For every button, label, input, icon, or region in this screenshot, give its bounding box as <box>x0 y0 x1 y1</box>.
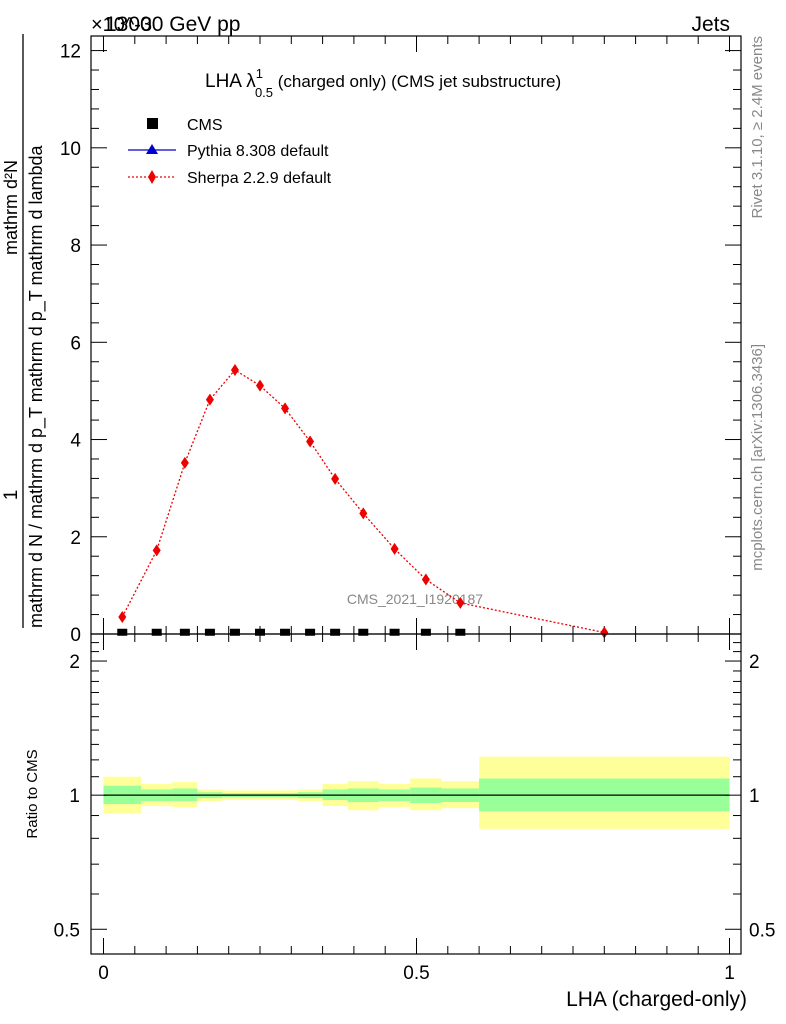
y-axis-label-numerator: 1 <box>1 490 22 501</box>
sherpa-point <box>230 364 239 377</box>
main-y-tick-label: 10 <box>60 139 81 160</box>
ratio-y-tick-label-right: 2 <box>749 652 760 673</box>
main-y-tick-label: 0 <box>70 625 81 646</box>
main-y-tick-label: 4 <box>70 431 81 452</box>
ratio-y-tick-label-right: 0.5 <box>749 920 775 941</box>
sherpa-point <box>359 507 368 520</box>
side-text-top: Rivet 3.1.10, ≥ 2.4M events <box>749 36 766 219</box>
header-left: 13000 GeV pp <box>105 13 240 36</box>
ratio-y-axis-label: Ratio to CMS <box>24 749 41 838</box>
sherpa-point <box>118 610 127 623</box>
main-y-tick-label: 12 <box>60 42 81 63</box>
cms-point <box>229 628 240 636</box>
cms-point <box>305 628 316 636</box>
sherpa-series-line <box>121 369 605 634</box>
ratio-y-tick-label: 2 <box>69 652 80 673</box>
sherpa-point <box>306 435 315 448</box>
y-scale-exponent: ×10^-3 <box>91 14 152 36</box>
chart-title: LHA λ1 0.5 (charged only) (CMS jet substr… <box>205 66 561 100</box>
cms-point <box>420 628 431 636</box>
sherpa-point <box>331 472 340 485</box>
cms-point <box>117 628 128 636</box>
legend-label-sherpa: Sherpa 2.2.9 default <box>187 170 332 187</box>
main-data-layer <box>117 364 609 639</box>
x-tick-labels: 0 0.5 1 <box>98 963 735 984</box>
main-y-tick-labels: 0 2 4 6 8 10 12 <box>60 42 82 646</box>
main-y-tick-label: 2 <box>70 528 81 549</box>
sherpa-point <box>205 393 214 406</box>
cms-point <box>204 628 215 636</box>
x-tick-label: 1 <box>724 963 735 984</box>
cms-point <box>389 628 400 636</box>
x-axis-label: LHA (charged-only) <box>566 988 747 1011</box>
sherpa-point <box>390 542 399 555</box>
analysis-watermark: CMS_2021_I1920187 <box>347 591 483 607</box>
y-axis-label-main: 1 mathrm d N / mathrm d p_T mathrm d p_T… <box>1 34 47 628</box>
legend-label-pythia: Pythia 8.308 default <box>187 143 329 160</box>
cms-point <box>280 628 291 636</box>
x-tick-label: 0.5 <box>403 963 429 984</box>
ratio-axis-ticks <box>91 634 741 954</box>
ratio-uncertainty-bands <box>103 756 730 829</box>
y-axis-label-top: mathrm d²N <box>1 160 21 255</box>
legend-label-cms: CMS <box>187 117 223 134</box>
cms-point <box>455 628 466 636</box>
sherpa-point <box>256 379 264 392</box>
cms-point <box>330 628 341 636</box>
legend-marker-pythia <box>146 144 158 154</box>
main-y-tick-label: 8 <box>70 236 81 257</box>
legend-marker-sherpa <box>148 170 156 184</box>
header-right: Jets <box>691 13 730 36</box>
sherpa-point <box>180 456 189 469</box>
sherpa-point <box>600 626 609 639</box>
legend: CMS Pythia 8.308 default Sherpa 2.2.9 de… <box>128 117 332 187</box>
legend-marker-cms <box>147 118 158 129</box>
sherpa-point <box>152 544 161 557</box>
sherpa-point <box>421 573 430 586</box>
ratio-y-tick-label-right: 1 <box>749 786 760 807</box>
cms-point <box>151 628 162 636</box>
sherpa-point <box>456 596 465 609</box>
cms-point <box>255 628 265 636</box>
cms-point <box>179 628 190 636</box>
y-axis-label-denominator: mathrm d N / mathrm d p_T mathrm d p_T m… <box>26 145 47 628</box>
side-text-bottom: mcplots.cern.ch [arXiv:1306.3436] <box>749 344 766 571</box>
ratio-y-tick-label: 1 <box>69 786 80 807</box>
main-y-tick-label: 6 <box>70 333 81 354</box>
sherpa-point <box>281 402 290 415</box>
ratio-y-tick-label: 0.5 <box>54 920 80 941</box>
x-tick-label: 0 <box>98 963 109 984</box>
ratio-tick-labels: 0.5 0.5 1 1 2 2 <box>54 652 776 941</box>
cms-point <box>358 628 369 636</box>
